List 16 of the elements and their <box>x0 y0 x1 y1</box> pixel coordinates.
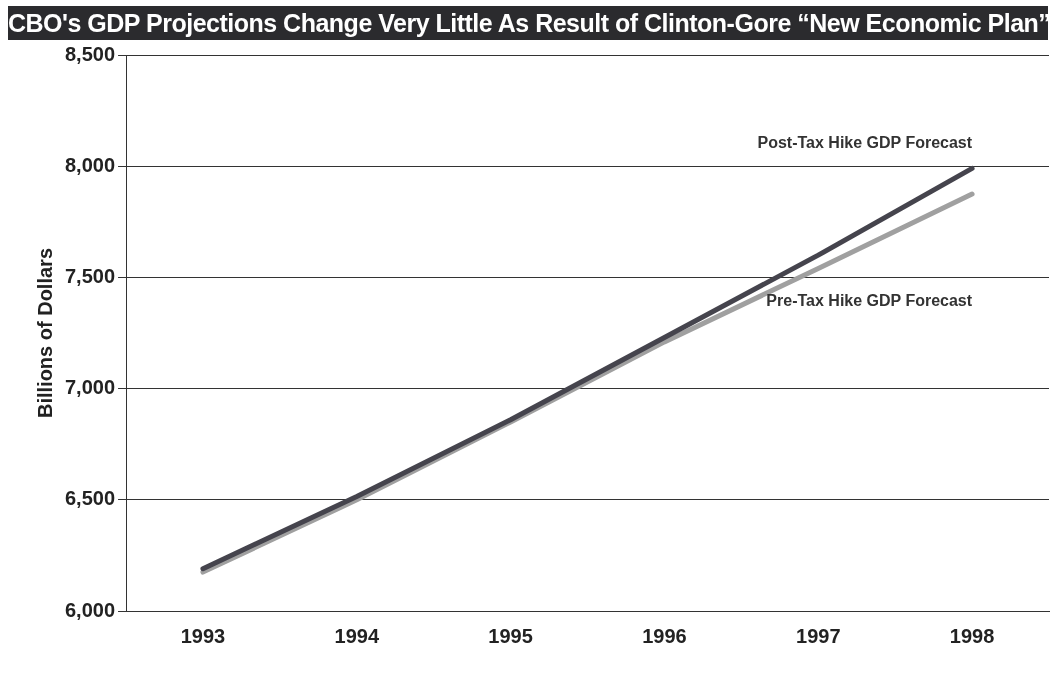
chart-title: CBO's GDP Projections Change Very Little As Result of Clinton-Gore “New Economic Plan” <box>8 6 1051 40</box>
x-tick-label: 1998 <box>949 624 995 647</box>
y-axis-title: Billions of Dollars <box>33 247 56 419</box>
x-tick-label: 1996 <box>642 624 687 647</box>
x-tick-label: 1997 <box>796 624 841 647</box>
x-tick-label: 1993 <box>180 624 226 647</box>
x-tick-label: 1995 <box>488 624 533 647</box>
y-tick-label: 8,500 <box>64 42 116 65</box>
y-tick-label: 7,000 <box>64 376 116 399</box>
y-tick-label: 6,500 <box>64 487 116 510</box>
y-tick-label: 7,500 <box>64 264 116 287</box>
series-label: Post-Tax Hike GDP Forecast <box>757 134 973 152</box>
x-tick-label: 1994 <box>334 624 380 647</box>
y-tick-label: 6,000 <box>64 598 116 621</box>
y-tick-label: 8,000 <box>64 153 116 176</box>
series-label: Pre-Tax Hike GDP Forecast <box>766 292 973 309</box>
